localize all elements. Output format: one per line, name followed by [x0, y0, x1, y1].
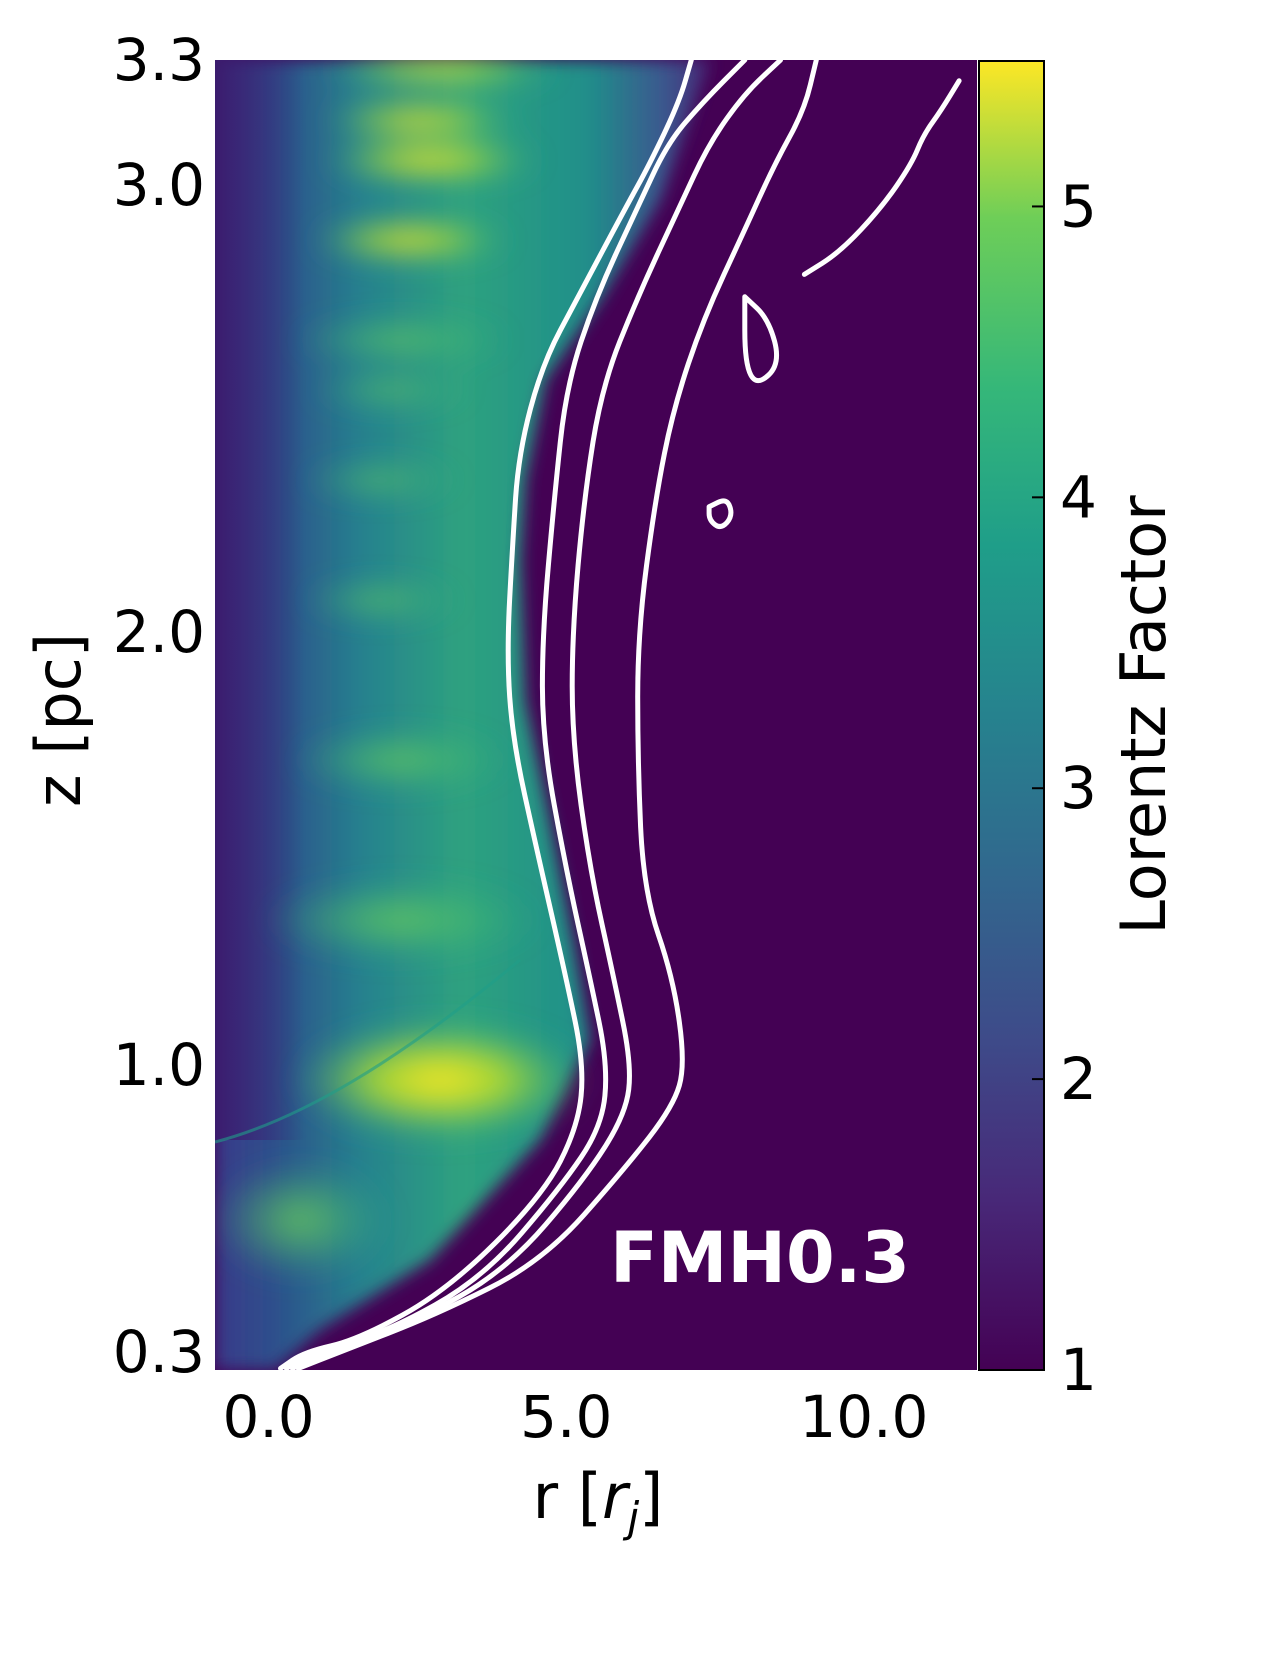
contour-line [801, 78, 962, 277]
knot [320, 102, 520, 138]
colorbar: 1 2 3 4 5 Lorentz Factor [978, 60, 1180, 1404]
colorbar-tick-label: 5 [1060, 172, 1097, 240]
knot [320, 60, 560, 84]
jet-knots [215, 60, 590, 1280]
colorbar-tick-label: 1 [1060, 1336, 1097, 1404]
y-tick-label: 0.3 [113, 1318, 205, 1386]
jet-axis-shade [215, 60, 305, 1140]
x-tick-label: 10.0 [799, 1383, 928, 1451]
knot [215, 1160, 390, 1280]
colorbar-label: Lorentz Factor [1107, 495, 1180, 935]
contour-line [295, 60, 819, 1370]
knot [290, 318, 510, 362]
x-axis: 0.0 5.0 10.0 [222, 1383, 928, 1451]
contour-lines [278, 60, 962, 1370]
contour-line [289, 60, 783, 1370]
knot [310, 374, 470, 406]
x-axis-label: r [rj] [533, 1460, 664, 1542]
colorbar-gradient [978, 60, 1045, 1371]
y-axis: 0.3 1.0 2.0 3.0 3.3 [113, 26, 205, 1386]
y-tick-label: 2.0 [113, 598, 205, 666]
contour-line [742, 294, 780, 384]
knot [290, 1020, 590, 1140]
y-tick-label: 3.3 [113, 26, 205, 94]
knot [300, 582, 460, 618]
knot [290, 730, 510, 790]
colorbar-tick-label: 2 [1060, 1045, 1097, 1113]
x-tick-label: 0.0 [222, 1383, 314, 1451]
colorbar-tick-label: 4 [1060, 463, 1097, 531]
contour-line [278, 60, 694, 1370]
colorbar-ticks: 1 2 3 4 5 [1032, 172, 1097, 1404]
contour-line [283, 60, 748, 1370]
shock-front [215, 958, 521, 1144]
panel-label: FMH0.3 [610, 1217, 910, 1299]
knot [310, 220, 510, 260]
plot-area [215, 60, 977, 1370]
knot [300, 464, 460, 496]
x-tick-label: 5.0 [520, 1383, 612, 1451]
knot [260, 880, 540, 960]
y-axis-label: z [pc] [22, 633, 95, 807]
y-tick-label: 3.0 [113, 151, 205, 219]
colorbar-tick-label: 3 [1060, 754, 1097, 822]
y-tick-label: 1.0 [113, 1031, 205, 1099]
contour-line [706, 498, 734, 529]
knot [320, 138, 540, 182]
